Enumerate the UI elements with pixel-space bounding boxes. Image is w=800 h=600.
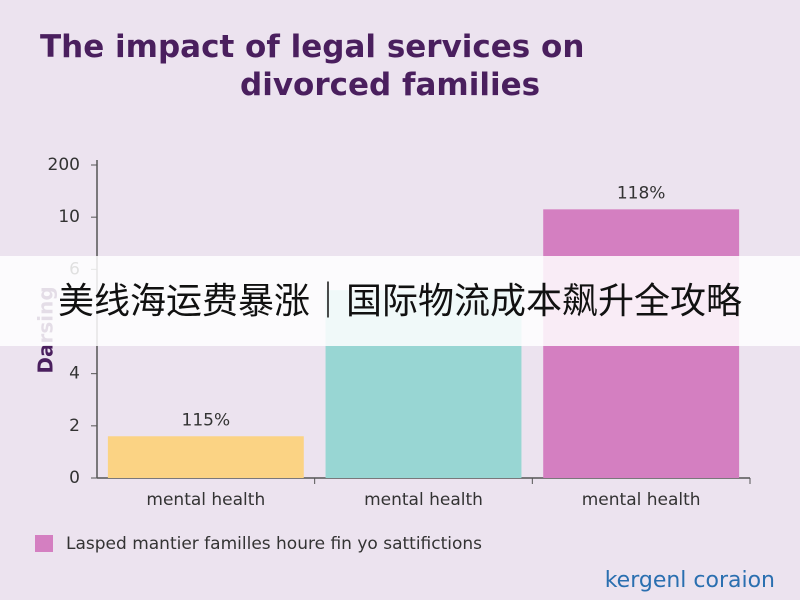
- legend-swatch: [35, 535, 53, 552]
- y-tick-label: 0: [69, 468, 80, 488]
- chart-title: The impact of legal services on divorced …: [40, 29, 584, 103]
- x-tick-label: mental health: [582, 490, 701, 510]
- bar-label: 118%: [617, 183, 666, 203]
- banner-text: 美线海运费暴涨｜国际物流成本飙升全攻略: [58, 281, 742, 322]
- x-tick-label: mental health: [146, 490, 265, 510]
- y-tick-label: 10: [58, 207, 80, 227]
- y-tick-label: 2: [69, 416, 80, 436]
- footer: kergenl coraion: [605, 568, 775, 593]
- legend-label: Lasped mantier familles houre fin yo sat…: [66, 534, 482, 554]
- y-tick-label: 4: [69, 364, 80, 384]
- y-tick-label: 200: [48, 155, 80, 175]
- bar: [107, 436, 304, 478]
- bar-label: 115%: [182, 410, 231, 430]
- banner-bg: [0, 256, 800, 346]
- x-tick-label: mental health: [364, 490, 483, 510]
